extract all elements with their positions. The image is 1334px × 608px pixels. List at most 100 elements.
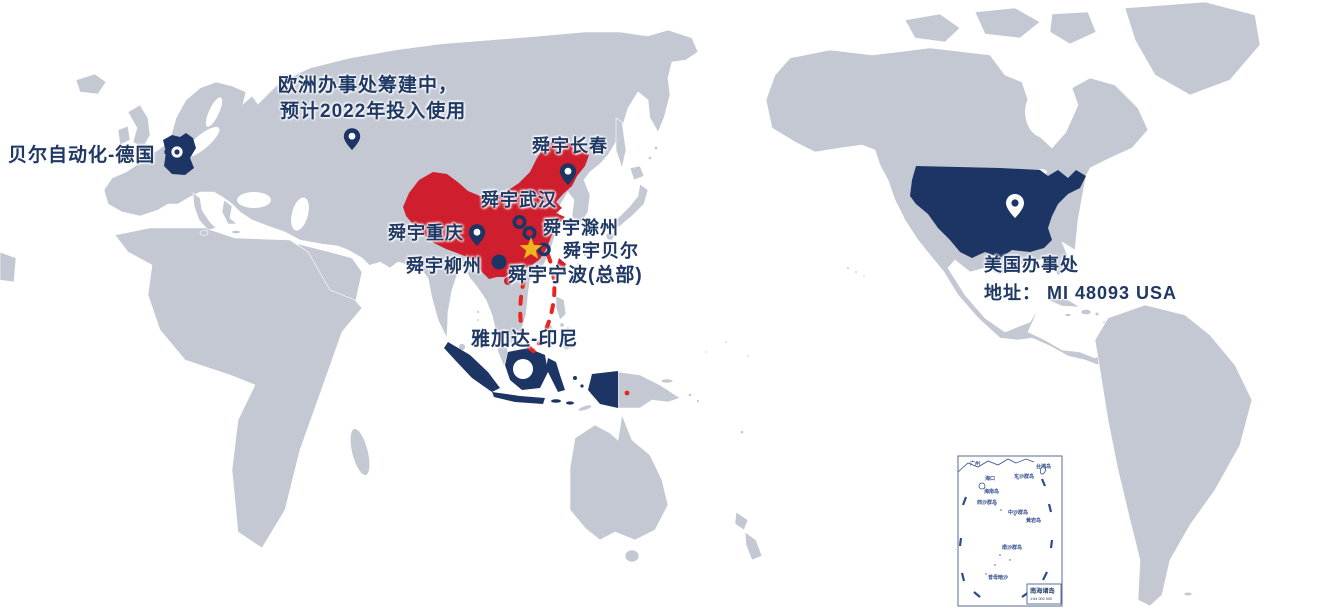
great-britain	[127, 104, 151, 149]
ryukyu-island	[569, 269, 573, 273]
ireland	[117, 125, 131, 146]
sumatra	[444, 342, 500, 392]
south-china-sea-inset: 广州 台湾岛 东沙群岛 海口 海南岛 西沙群岛 中沙群岛 黄岩岛 南沙群岛 曾母…	[957, 455, 1063, 607]
label-sunny-liuzhou: 舜宇柳州	[406, 256, 482, 276]
visayas-island	[559, 322, 565, 328]
timor	[578, 404, 592, 412]
micronesia-island	[704, 350, 708, 354]
hudson-bay	[1025, 86, 1065, 138]
inset-scale: 1:64 000 000	[1030, 597, 1052, 601]
italy	[192, 192, 217, 231]
inset-title: 南海诸岛	[1030, 587, 1055, 595]
caspian-sea	[291, 197, 309, 231]
sakhalin	[615, 117, 627, 170]
taiwan	[556, 258, 566, 274]
label-sunny-chuzhou: 舜宇滁州	[543, 218, 619, 238]
kuril-island	[648, 156, 652, 160]
west-papua	[588, 371, 618, 408]
chuzhou-ring-marker	[522, 226, 537, 241]
label-sunny-bell: 舜宇贝尔	[563, 241, 639, 261]
wuhan-ring-marker	[512, 215, 527, 230]
jakarta-circle-marker	[513, 359, 533, 379]
lesser-sunda	[566, 401, 574, 405]
maluku-island	[573, 376, 577, 380]
inset-label-nansha: 南沙群岛	[1002, 544, 1022, 551]
papua-new-guinea	[617, 371, 681, 409]
inset-taiwan	[1039, 465, 1047, 475]
map-edge-islands	[0, 251, 17, 283]
inset-label-guangzhou: 广州	[970, 460, 980, 467]
inset-label-huangyan: 黄岩岛	[1026, 517, 1041, 524]
falkland-islands	[1183, 591, 1193, 597]
new-zealand-north	[734, 511, 749, 531]
fiji	[740, 430, 744, 434]
gear-icon	[164, 139, 190, 165]
andaman-island	[476, 310, 480, 314]
black-sea	[237, 192, 271, 208]
inset-label-dongsha: 东沙群岛	[1014, 473, 1034, 480]
label-sunny-changchun: 舜宇长春	[532, 136, 608, 156]
hawaii-island	[862, 274, 866, 278]
hispaniola	[1080, 309, 1092, 315]
inset-coastline	[957, 458, 1035, 473]
label-us-office: 美国办事处	[984, 255, 1079, 275]
hokkaido	[629, 165, 645, 181]
kuril-island	[654, 146, 658, 150]
location-markers	[164, 128, 1024, 379]
new-britain	[660, 378, 674, 384]
puerto-rico	[1094, 311, 1100, 317]
micronesia-island	[746, 354, 750, 358]
liuzhou-dot-marker	[491, 254, 507, 270]
maluku-island	[580, 384, 584, 388]
ryukyu-island	[576, 262, 580, 266]
nine-dash-line	[518, 253, 557, 354]
cuba	[1047, 295, 1081, 308]
label-sunny-chongqing: 舜宇重庆	[388, 223, 464, 243]
solomon-island	[688, 393, 692, 397]
inset-dash-line	[958, 478, 1054, 598]
inset-label-zengmu: 曾母暗沙	[988, 574, 1008, 581]
inset-label-zhongsha: 中沙群岛	[1008, 509, 1028, 516]
country-usa	[910, 166, 1086, 258]
sicily	[199, 230, 209, 236]
inset-label-haikou: 海口	[985, 475, 995, 482]
sunny-bell-ring-marker	[537, 242, 551, 257]
ningbo-hq-star	[519, 237, 543, 259]
inset-title-box	[1026, 583, 1062, 605]
sulawesi	[546, 358, 565, 392]
label-jakarta-indonesia: 雅加达-印尼	[471, 329, 579, 350]
continents	[0, 1, 1261, 607]
inset-island-specks	[985, 478, 1019, 575]
label-us-address: 地址： MI 48093 USA	[984, 283, 1178, 303]
lesser-sunda	[551, 399, 561, 403]
inland-seas	[184, 86, 1065, 273]
eurasia-landmass	[103, 29, 699, 367]
label-europe-office-line1: 欧洲办事处筹建中，	[278, 75, 459, 96]
png-red-dot	[624, 390, 630, 396]
solomon-island	[696, 399, 700, 403]
inset-label-xisha: 西沙群岛	[977, 499, 997, 506]
label-sunny-wuhan: 舜宇武汉	[481, 190, 557, 210]
inset-label-hainandao: 海南岛	[984, 488, 999, 495]
africa	[114, 227, 363, 549]
java	[492, 392, 545, 404]
label-europe-office-line2: 预计2022年投入使用	[280, 101, 467, 122]
south-america	[1094, 304, 1253, 607]
greece	[221, 199, 238, 225]
ryukyu-island	[583, 253, 587, 257]
inset-label-taiwan: 台湾岛	[1036, 463, 1051, 470]
mindanao	[559, 333, 577, 351]
greenland	[1124, 1, 1261, 96]
iceland	[75, 73, 107, 95]
micronesia-island	[724, 340, 728, 344]
luzon	[555, 295, 567, 321]
kyushu	[605, 231, 615, 241]
arctic-islands	[974, 7, 1041, 39]
hawaii-island	[846, 266, 850, 270]
madagascar	[350, 428, 370, 476]
inset-hainan	[978, 482, 986, 490]
arctic-islands	[904, 13, 961, 43]
australia	[569, 413, 669, 541]
